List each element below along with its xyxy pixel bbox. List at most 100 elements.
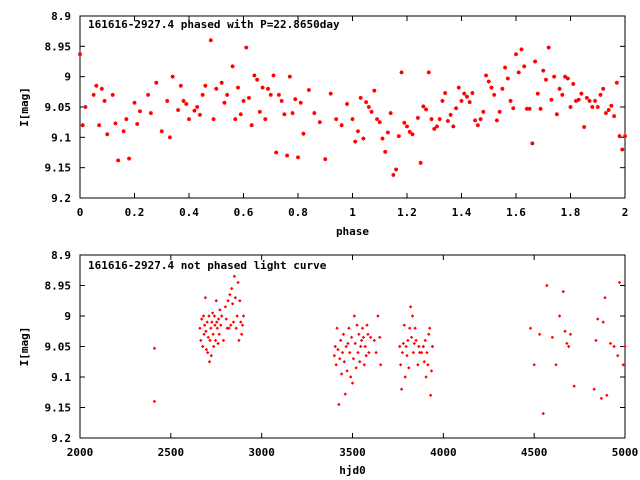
unphased-data-point — [359, 338, 364, 343]
phased-data-point-core — [419, 161, 423, 165]
phased-data-point-core — [391, 173, 395, 177]
phased-data-point-core — [399, 70, 404, 75]
phased-data-point-core — [214, 87, 218, 91]
unphased-data-point — [207, 360, 212, 364]
phased-data-point-core — [429, 117, 434, 121]
phased-data-point-core — [113, 121, 118, 125]
unphased-data-point — [218, 308, 222, 312]
phased-data-point-core — [541, 69, 545, 73]
unphased-data-point — [363, 344, 367, 349]
unphased-data-point — [617, 280, 622, 285]
unphased-data-point — [350, 381, 355, 385]
phased-data-point-core — [149, 111, 153, 115]
unphased-data-point — [230, 302, 235, 306]
unphased-data-point — [238, 299, 242, 303]
unphased-data-point — [355, 323, 359, 327]
unphased-data-point — [198, 326, 202, 330]
x-tick-label: 1.2 — [397, 206, 417, 219]
unphased-data-point — [401, 341, 406, 346]
phased-data-point-core — [102, 99, 107, 103]
unphased-data-point — [216, 317, 221, 321]
unphased-data-point — [352, 314, 357, 318]
x-axis-label: phase — [336, 225, 369, 238]
phased-data-point-core — [511, 106, 515, 110]
y-tick-label: 9.1 — [51, 131, 71, 144]
phased-data-point-core — [81, 123, 85, 127]
phased-data-point-core — [514, 52, 518, 56]
unphased-data-point — [362, 363, 367, 367]
phased-data-point-core — [506, 76, 510, 81]
phased-data-point-core — [601, 87, 605, 91]
unphased-data-point — [339, 372, 344, 376]
phased-data-point-core — [397, 134, 401, 138]
phased-data-point-core — [203, 84, 207, 88]
phased-data-point-core — [138, 109, 142, 113]
phased-data-point-core — [244, 45, 248, 50]
unphased-data-point — [351, 357, 356, 361]
unphased-data-point — [413, 326, 417, 330]
unphased-data-point — [428, 393, 433, 397]
unphased-data-point — [561, 289, 565, 294]
x-tick-label: 0.6 — [234, 206, 254, 219]
phased-data-point-core — [530, 141, 534, 145]
phased-data-point-core — [560, 93, 564, 97]
unphased-data-point — [152, 346, 157, 351]
chart-title: 161616-2927.4 phased with P=22.8650day — [88, 18, 340, 31]
phased-data-point-core — [582, 125, 586, 129]
unphased-data-point — [528, 326, 533, 330]
unphased-data-point — [223, 305, 228, 309]
phased-data-point-core — [435, 124, 439, 129]
y-tick-label: 8.9 — [51, 249, 71, 262]
phased-data-point-core — [498, 110, 502, 114]
unphased-data-point — [348, 350, 352, 355]
phased-data-point-core — [596, 105, 600, 109]
phased-data-point-core — [122, 129, 126, 133]
unphased-data-point — [572, 384, 576, 388]
phased-data-point-core — [201, 93, 205, 97]
unphased-data-point — [221, 338, 226, 343]
phased-data-point-core — [258, 110, 262, 114]
unphased-data-point — [209, 326, 213, 330]
phased-data-point-core — [198, 113, 202, 117]
phased-data-point-core — [465, 95, 469, 99]
unphased-data-point — [343, 392, 347, 396]
phased-data-point-core — [361, 136, 365, 141]
phased-data-point-core — [558, 87, 562, 91]
unphased-data-point — [554, 363, 558, 367]
phased-data-point-core — [187, 117, 191, 121]
phased-data-point-core — [481, 110, 485, 114]
unphased-data-point — [367, 350, 371, 355]
unphased-data-point — [332, 353, 337, 358]
phased-data-point-core — [356, 129, 360, 133]
phased-data-point-core — [443, 91, 447, 95]
unphased-data-point — [210, 320, 214, 324]
unphased-data-point — [227, 326, 231, 330]
phased-data-point-core — [83, 105, 88, 109]
phased-data-point-core — [250, 123, 254, 127]
phased-data-point-core — [192, 109, 197, 113]
unphased-data-point — [241, 314, 246, 318]
phased-data-point-core — [165, 99, 169, 103]
phased-data-point-core — [378, 120, 382, 124]
phased-data-point-core — [97, 123, 101, 127]
phased-data-point-core — [252, 73, 256, 78]
unphased-data-point — [408, 326, 412, 330]
x-tick-label: 1.4 — [452, 206, 472, 219]
unphased-data-point — [545, 283, 549, 288]
unphased-data-point — [599, 396, 604, 401]
unphased-data-point — [341, 332, 346, 336]
unphased-data-point — [409, 335, 414, 340]
phased-data-point-core — [478, 117, 483, 121]
phased-data-point-core — [454, 106, 458, 110]
unphased-data-point — [336, 347, 340, 352]
unphased-data-point — [372, 338, 376, 343]
phased-data-point-core — [459, 99, 464, 103]
phased-data-point-core — [577, 98, 581, 102]
unphased-data-point — [347, 326, 351, 330]
phased-data-point-core — [617, 134, 622, 138]
phased-data-point-core — [440, 99, 445, 103]
unphased-data-point — [152, 399, 157, 404]
phased-data-point-core — [500, 87, 504, 91]
unphased-data-point — [364, 353, 368, 358]
